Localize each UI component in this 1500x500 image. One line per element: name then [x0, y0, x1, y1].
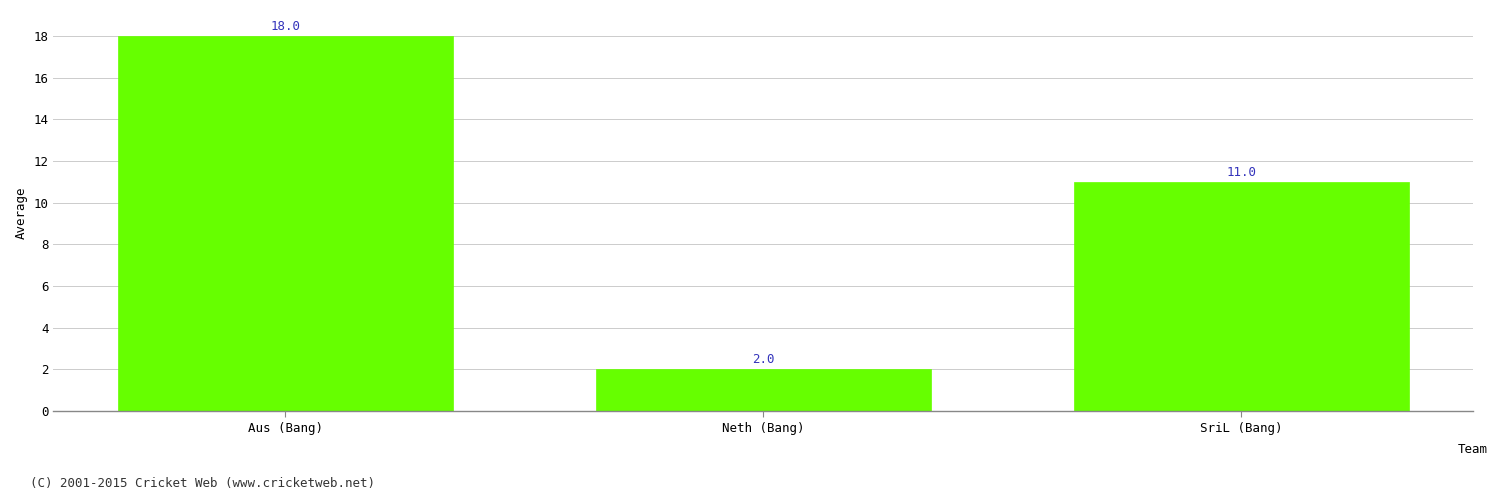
Text: Team: Team: [1458, 443, 1488, 456]
Text: 18.0: 18.0: [270, 20, 300, 32]
Bar: [118, 36, 453, 411]
Text: 2.0: 2.0: [752, 354, 774, 366]
Bar: [1074, 182, 1408, 411]
Bar: [596, 370, 930, 411]
Y-axis label: Average: Average: [15, 187, 28, 240]
Text: (C) 2001-2015 Cricket Web (www.cricketweb.net): (C) 2001-2015 Cricket Web (www.cricketwe…: [30, 477, 375, 490]
Text: 11.0: 11.0: [1227, 166, 1257, 178]
